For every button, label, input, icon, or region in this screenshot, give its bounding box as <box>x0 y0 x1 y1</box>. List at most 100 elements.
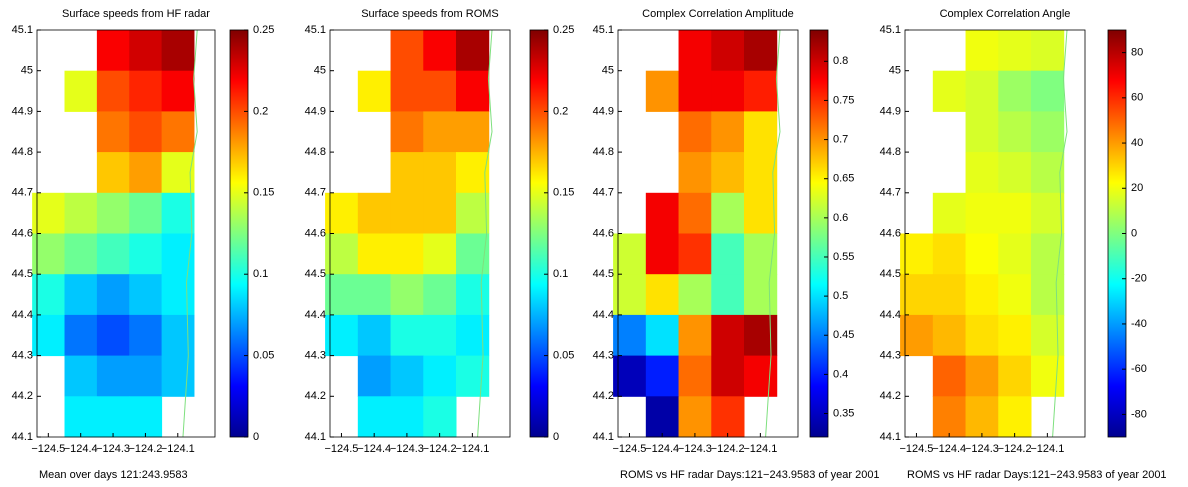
heat-cell <box>357 314 392 357</box>
y-tick-label: 44.5 <box>880 268 901 280</box>
y-tick-label: 44.1 <box>12 431 33 443</box>
heat-cell <box>965 355 999 397</box>
footnote: ROMS vs HF radar Days:121−243.9583 of ye… <box>907 469 1167 481</box>
y-tick-label: 44.8 <box>593 146 614 158</box>
heat-cell <box>678 152 712 194</box>
y-tick-label: 44.5 <box>12 268 33 280</box>
x-tick-label: −124.1 <box>161 443 195 455</box>
heat-cell <box>456 152 490 194</box>
colorbar-tick-label: 0.05 <box>553 350 574 362</box>
y-tick-label: 44.1 <box>305 431 326 443</box>
heat-cell <box>645 192 680 234</box>
y-tick-label: 44.2 <box>880 390 901 402</box>
colorbar-tick-label: 0.2 <box>253 105 268 117</box>
y-tick-label: 45.1 <box>12 24 33 36</box>
heat-cell <box>932 274 967 316</box>
colorbar-tick-label: -40 <box>1131 318 1147 330</box>
colorbar-tick-label: 0.4 <box>833 368 848 380</box>
heat-cell <box>900 233 934 275</box>
heat-cell <box>96 111 130 153</box>
heat-cell <box>711 233 745 275</box>
heat-cell <box>744 30 778 72</box>
heat-cell <box>64 355 98 397</box>
heat-cell <box>357 274 392 316</box>
heat-cell <box>678 111 712 153</box>
heat-cell <box>96 152 130 194</box>
heat-cell <box>645 233 680 275</box>
heat-cell <box>456 111 490 153</box>
heat-cell <box>423 192 457 234</box>
heat-cell <box>711 396 745 438</box>
heat-cell <box>325 274 359 316</box>
colorbar-tick-label: 0.1 <box>553 268 568 280</box>
heat-cell <box>744 111 778 153</box>
heat-cell <box>161 70 195 112</box>
heat-cell <box>965 314 999 357</box>
heat-cell <box>998 355 1032 397</box>
x-tick-label: −124.3 <box>96 443 130 455</box>
heat-cell <box>711 274 745 316</box>
colorbar-tick-label: -20 <box>1131 273 1147 285</box>
heat-cell <box>423 30 457 72</box>
colorbar-tick-label: 0.6 <box>833 212 848 224</box>
x-tick-label: −124.5 <box>899 443 933 455</box>
heat-cell <box>678 233 712 275</box>
heat-cell <box>900 274 934 316</box>
heat-cell <box>32 233 66 275</box>
footnote: Mean over days 121:243.9583 <box>39 469 188 481</box>
colorbar <box>229 29 249 438</box>
heat-cell <box>965 233 999 275</box>
heat-cell <box>744 355 778 397</box>
heat-cell <box>161 355 195 397</box>
heat-cell <box>357 192 392 234</box>
heat-cell <box>456 192 490 234</box>
heat-cell <box>129 396 163 438</box>
heat-cell <box>161 111 195 153</box>
y-tick-label: 45.1 <box>305 24 326 36</box>
heat-cell <box>932 314 967 357</box>
heat-cell <box>456 30 490 72</box>
y-tick-label: 44.7 <box>880 187 901 199</box>
heat-cell <box>1031 70 1065 112</box>
y-tick-label: 45 <box>602 65 614 77</box>
heat-cell <box>932 355 967 397</box>
heat-cell <box>129 111 163 153</box>
heat-cell <box>678 274 712 316</box>
colorbar-tick-label: 0.45 <box>833 329 854 341</box>
x-tick-label: −124.3 <box>390 443 424 455</box>
y-tick-label: 44.5 <box>305 268 326 280</box>
y-tick-label: 44.7 <box>305 187 326 199</box>
heat-cell <box>161 192 195 234</box>
y-tick-label: 44.8 <box>12 146 33 158</box>
y-tick-label: 44.1 <box>880 431 901 443</box>
heat-cell <box>711 111 745 153</box>
heat-cell <box>423 396 457 438</box>
y-tick-label: 44.2 <box>12 390 33 402</box>
heat-cell <box>711 314 745 357</box>
heat-cell <box>645 396 680 438</box>
y-tick-label: 44.6 <box>593 227 614 239</box>
x-tick-label: −124.2 <box>998 443 1032 455</box>
heat-cell <box>678 70 712 112</box>
y-tick-label: 44.9 <box>880 105 901 117</box>
heat-cell <box>1031 111 1065 153</box>
heat-cell <box>998 233 1032 275</box>
heat-cell <box>1031 314 1065 357</box>
heat-cell <box>456 70 490 112</box>
coastline <box>765 29 781 438</box>
heat-cell <box>129 152 163 194</box>
heat-cell <box>357 70 392 112</box>
y-tick-label: 44.9 <box>593 105 614 117</box>
heat-cell <box>645 314 680 357</box>
heat-cell <box>129 274 163 316</box>
heat-cell <box>96 70 130 112</box>
y-tick-label: 44.4 <box>593 309 614 321</box>
y-tick-label: 44.7 <box>593 187 614 199</box>
chart-title: Complex Correlation Angle <box>940 8 1071 20</box>
colorbar-tick-label: 0.75 <box>833 94 854 106</box>
y-tick-label: 44.3 <box>305 350 326 362</box>
x-tick-label: −124.2 <box>423 443 457 455</box>
heat-cell <box>678 30 712 72</box>
heat-cell <box>161 30 195 72</box>
chart-title: Complex Correlation Amplitude <box>642 8 794 20</box>
